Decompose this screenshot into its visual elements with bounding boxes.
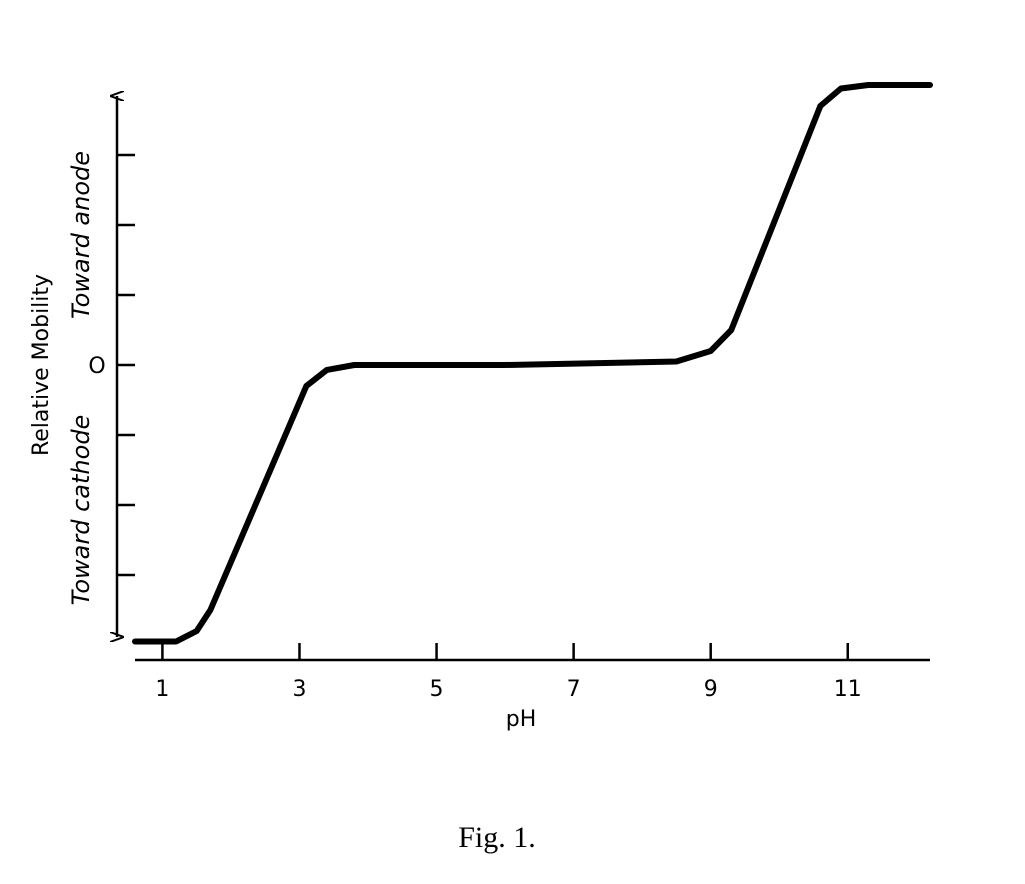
x-tick-label: 9 [704,677,718,702]
x-tick-label: 1 [155,677,169,702]
x-tick-label: 3 [292,677,306,702]
y-annotation: Toward cathode [67,415,95,606]
x-axis-label: pH [506,707,537,732]
y-tick-label: O [88,354,105,379]
data-line [132,82,933,645]
x-tick-label: 7 [567,677,581,702]
x-tick-label: 11 [834,677,862,702]
y-axis-label: Relative Mobility [29,274,54,456]
caption: Fig. 1. [458,821,536,854]
x-tick-label: 5 [430,677,444,702]
y-annotation: Toward anode [67,151,95,319]
